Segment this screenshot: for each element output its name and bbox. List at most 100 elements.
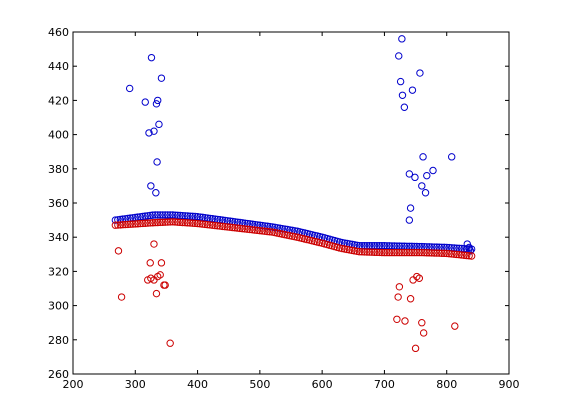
outlier-point xyxy=(406,204,415,212)
data-point xyxy=(348,246,356,255)
data-point xyxy=(163,218,172,226)
data-point xyxy=(111,221,120,229)
data-point xyxy=(231,224,239,232)
outlier-point xyxy=(405,216,414,224)
data-point xyxy=(425,249,433,257)
data-point xyxy=(243,225,252,233)
data-point xyxy=(430,249,438,257)
outlier-point xyxy=(150,127,158,135)
data-point xyxy=(380,248,389,257)
data-point xyxy=(338,244,346,253)
data-point xyxy=(201,220,209,229)
outlier-point xyxy=(398,35,406,43)
outlier-point xyxy=(147,182,155,190)
data-points xyxy=(111,35,476,353)
x-tick-label: 700 xyxy=(374,378,395,391)
outlier-point xyxy=(418,319,426,327)
data-point xyxy=(388,248,396,257)
outlier-point xyxy=(421,189,430,197)
data-point xyxy=(241,225,249,233)
data-point xyxy=(261,227,269,235)
data-point xyxy=(246,225,254,234)
outlier-point xyxy=(423,171,431,180)
outlier-point xyxy=(396,77,405,86)
data-point xyxy=(178,218,187,227)
outlier-point xyxy=(117,293,126,301)
data-point xyxy=(198,220,207,228)
outlier-point xyxy=(405,170,414,178)
data-point xyxy=(413,248,421,257)
data-point xyxy=(193,219,202,228)
data-point xyxy=(385,248,394,257)
outlier-point xyxy=(419,153,427,161)
x-tick-label: 400 xyxy=(187,378,208,391)
outlier-point xyxy=(147,53,156,62)
data-point xyxy=(452,250,461,259)
data-point xyxy=(462,251,471,260)
x-tick-label: 500 xyxy=(249,378,270,391)
data-point xyxy=(163,211,172,219)
data-point xyxy=(258,227,267,235)
data-point xyxy=(343,245,351,254)
data-point xyxy=(266,228,274,236)
data-point xyxy=(151,218,159,227)
data-point xyxy=(141,219,149,227)
x-tick-label: 900 xyxy=(499,378,520,391)
data-point xyxy=(134,220,142,228)
data-point xyxy=(460,251,468,259)
series-blue xyxy=(111,35,476,255)
data-point xyxy=(213,222,222,230)
y-tick-label: 420 xyxy=(48,94,69,107)
data-point xyxy=(156,211,164,219)
data-point xyxy=(181,218,189,227)
outlier-point xyxy=(145,129,153,137)
data-point xyxy=(168,218,177,226)
data-point xyxy=(447,250,456,258)
outlier-point xyxy=(451,322,459,330)
data-point xyxy=(340,245,349,253)
outlier-point xyxy=(156,271,164,279)
data-point xyxy=(191,219,199,228)
y-tick-label: 320 xyxy=(48,265,69,278)
data-point xyxy=(263,227,272,236)
outlier-point xyxy=(125,84,134,93)
outlier-point xyxy=(400,103,409,111)
y-tick-label: 440 xyxy=(48,60,69,73)
outlier-point xyxy=(466,247,475,255)
data-point xyxy=(443,249,451,258)
data-point xyxy=(350,247,359,255)
data-point xyxy=(395,248,404,257)
data-point xyxy=(445,250,453,258)
y-axis: 260 280 300 320 340 360 380 400 420 440 460 xyxy=(48,26,509,381)
data-point xyxy=(390,248,399,257)
data-point xyxy=(161,211,169,219)
data-point xyxy=(119,221,127,229)
data-point xyxy=(206,221,214,229)
data-point xyxy=(450,250,458,258)
data-point xyxy=(251,226,259,234)
data-point xyxy=(418,248,426,257)
data-point xyxy=(373,248,381,257)
series-red xyxy=(111,218,476,353)
data-point xyxy=(400,248,409,257)
outlier-point xyxy=(406,295,415,303)
outlier-point xyxy=(415,274,424,282)
data-point xyxy=(415,248,424,257)
data-point xyxy=(121,220,130,229)
data-point xyxy=(161,218,169,226)
x-tick-label: 200 xyxy=(63,378,84,391)
y-tick-label: 460 xyxy=(48,26,69,39)
outlier-point xyxy=(114,247,123,255)
data-point xyxy=(253,226,262,235)
data-point xyxy=(248,226,257,234)
data-point xyxy=(203,220,212,229)
data-point xyxy=(435,249,443,257)
outlier-point xyxy=(141,98,149,106)
outlier-point xyxy=(152,289,161,298)
data-point xyxy=(223,223,232,231)
data-point xyxy=(154,218,162,227)
y-tick-label: 340 xyxy=(48,231,69,244)
y-tick-label: 280 xyxy=(48,334,69,347)
data-point xyxy=(196,220,204,228)
